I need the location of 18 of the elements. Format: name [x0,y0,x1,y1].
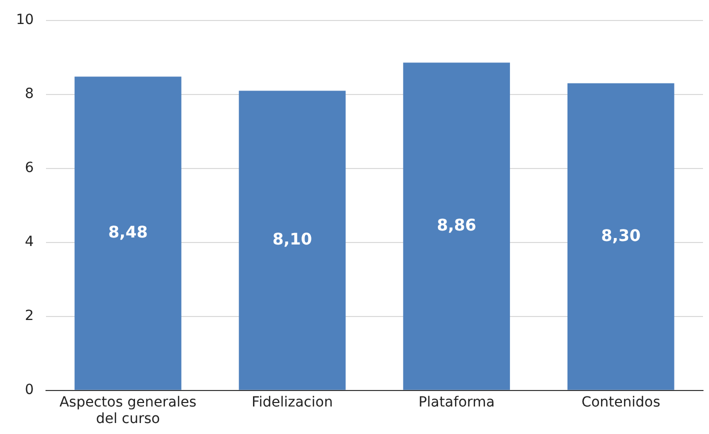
bar [74,76,182,390]
x-tick-label: Plataforma [418,394,495,410]
data-label: 8,86 [436,215,476,234]
x-tick-label: Contenidos [581,394,660,410]
bar [403,62,510,390]
y-tick-label: 6 [24,160,34,176]
y-tick-label: 10 [16,12,34,28]
y-tick-label: 0 [24,382,34,398]
y-tick-label: 8 [24,86,34,102]
x-tick-label: Fidelizacion [252,394,333,410]
data-label: 8,48 [108,222,148,242]
x-tick-label: Aspectos generales del curso [59,394,196,428]
data-label: 8,30 [601,226,641,245]
bar [567,83,674,390]
data-label: 8,10 [272,229,312,248]
bar [238,90,346,390]
y-tick-label: 4 [24,234,34,250]
y-tick-label: 2 [24,308,34,324]
